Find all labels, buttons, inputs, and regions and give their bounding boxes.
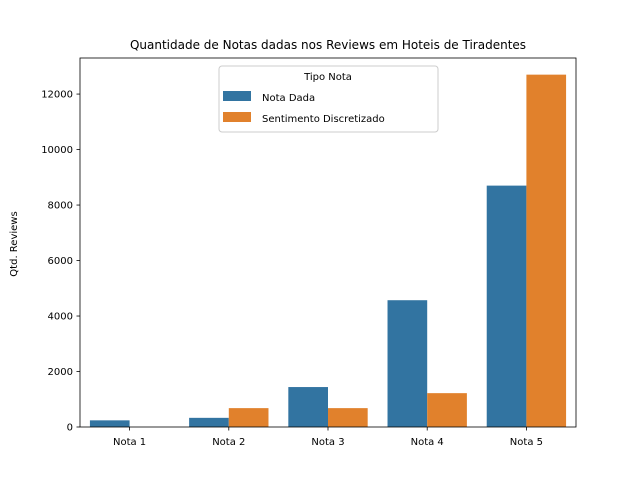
- legend-swatch-nota-dada: [223, 91, 251, 101]
- bar-nota-dada-nota-5: [486, 185, 527, 427]
- legend: Tipo Nota Nota Dada Sentimento Discretiz…: [218, 65, 439, 133]
- y-tick-label: 2000: [48, 367, 73, 378]
- x-tick-label-nota-1: Nota 1: [113, 437, 146, 448]
- y-tick-label: 8000: [48, 201, 73, 212]
- bar-nota-dada-nota-4: [387, 300, 428, 427]
- y-tick-label: 0: [67, 423, 73, 434]
- x-tick-label-nota-3: Nota 3: [311, 437, 344, 448]
- legend-title: Tipo Nota: [303, 72, 352, 83]
- x-tick-label-nota-4: Nota 4: [411, 437, 444, 448]
- y-axis: 0 2000 4000 6000 8000 10000 12000: [41, 90, 80, 434]
- x-axis: Nota 1 Nota 2 Nota 3 Nota 4 Nota 5: [113, 427, 543, 448]
- bar-nota-dada-nota-3: [288, 387, 328, 427]
- bar-sentimento-discretizado-nota-2: [228, 408, 269, 427]
- legend-swatch-sentimento-discretizado: [223, 112, 251, 122]
- plot-frame: [79, 57, 577, 428]
- bar-nota-dada-nota-2: [189, 417, 229, 427]
- y-tick-label: 6000: [48, 256, 73, 267]
- bar-sentimento-discretizado-nota-5: [526, 74, 567, 428]
- legend-label-nota-dada: Nota Dada: [262, 93, 315, 104]
- chart-title: Quantidade de Notas dadas nos Reviews em…: [130, 38, 526, 52]
- y-axis-title: Qtd. Reviews: [9, 211, 20, 276]
- legend-box: [218, 65, 439, 133]
- bars-group: [89, 74, 567, 428]
- bar-sentimento-discretizado-nota-4: [427, 393, 467, 427]
- x-tick-label-nota-2: Nota 2: [212, 437, 245, 448]
- y-tick-label: 12000: [41, 90, 73, 101]
- y-tick-label: 4000: [48, 312, 73, 323]
- legend-label-sentimento-discretizado: Sentimento Discretizado: [262, 114, 385, 125]
- y-tick-label: 10000: [41, 145, 73, 156]
- x-tick-label-nota-5: Nota 5: [510, 437, 543, 448]
- bar-nota-dada-nota-1: [89, 420, 130, 427]
- bar-sentimento-discretizado-nota-3: [328, 408, 368, 427]
